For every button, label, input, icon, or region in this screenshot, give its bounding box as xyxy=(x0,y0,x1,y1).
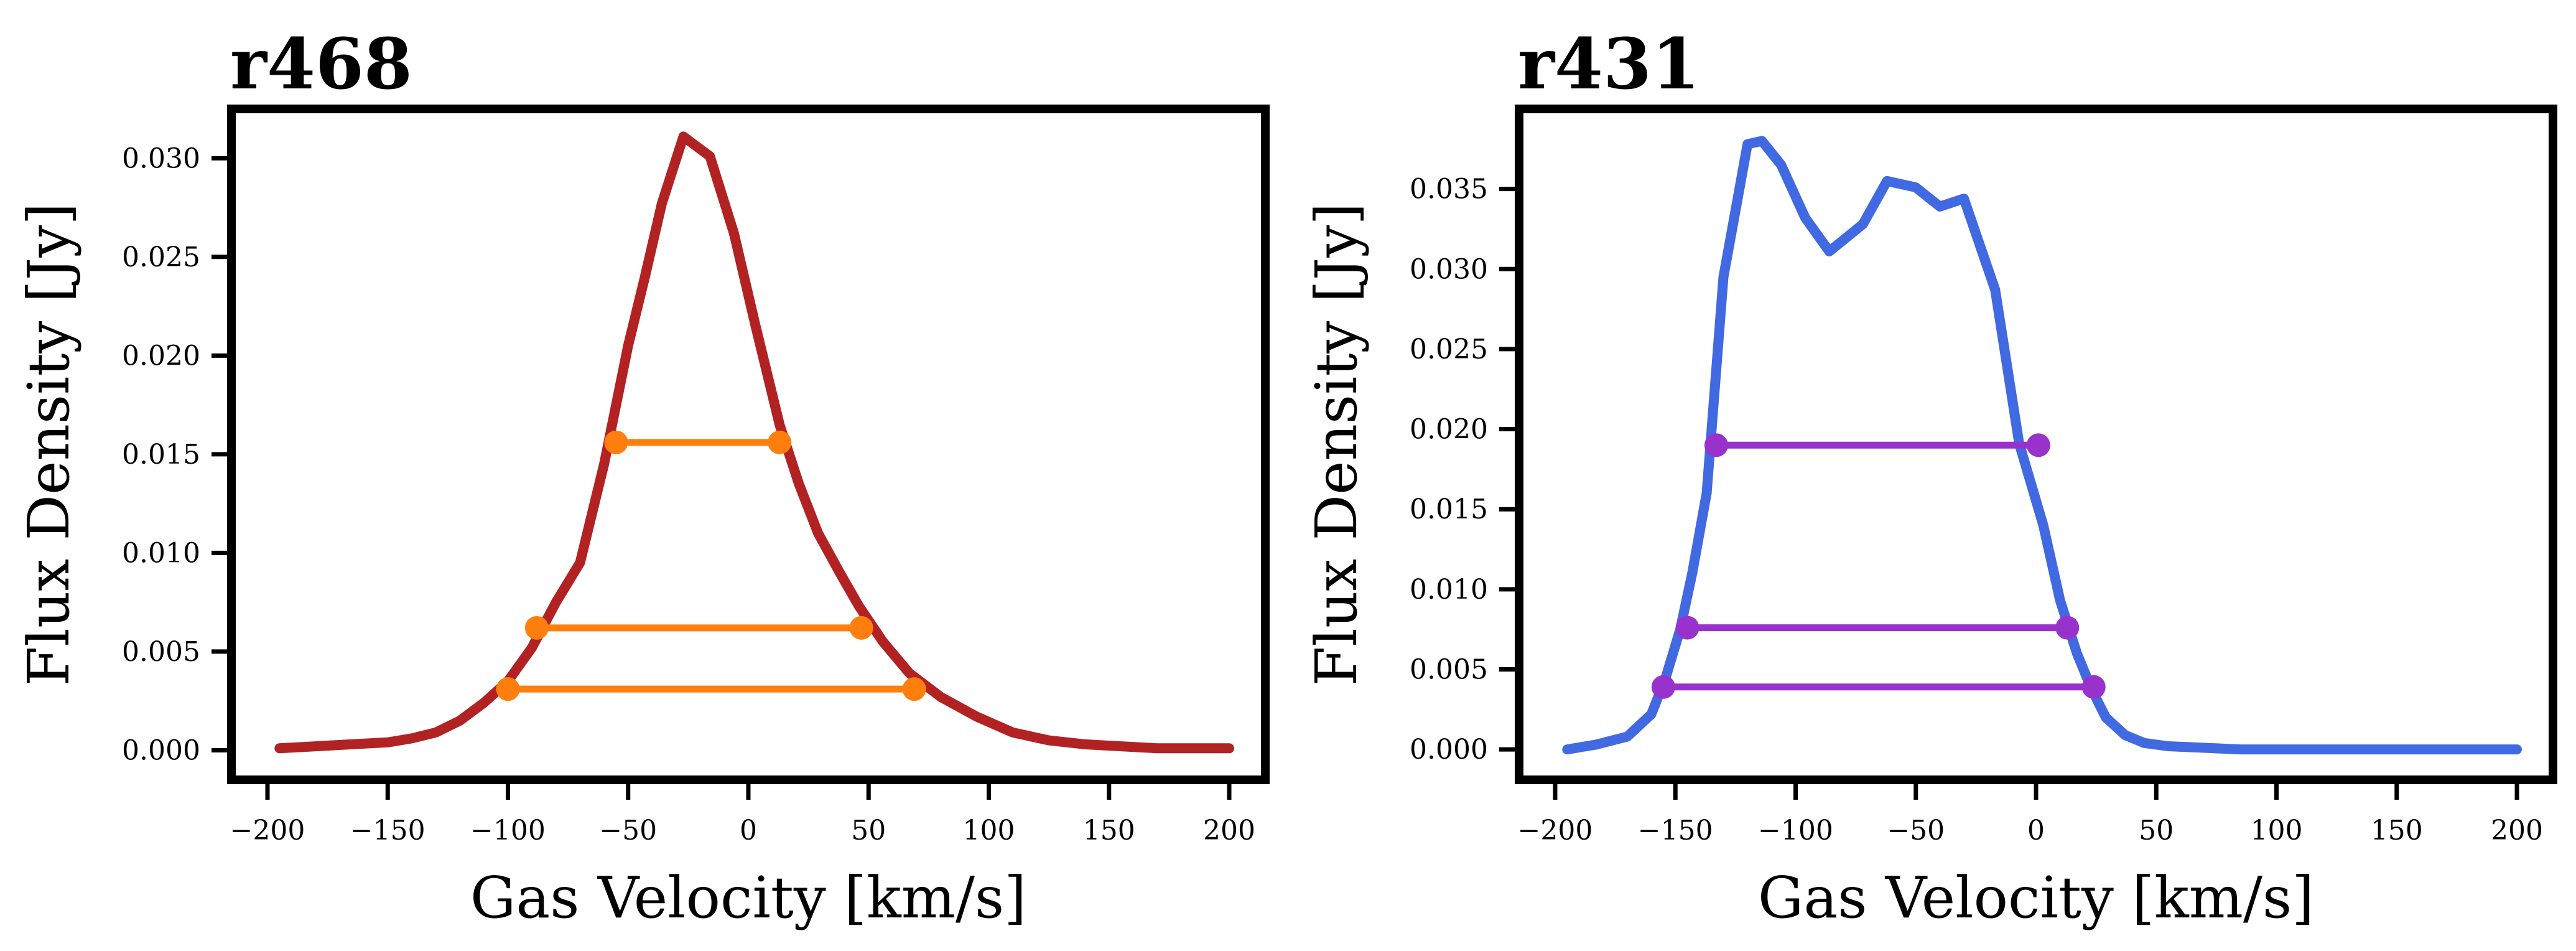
x-tick-label: 50 xyxy=(2139,815,2174,846)
width-marker xyxy=(902,677,926,701)
y-tick-label: 0.025 xyxy=(1410,334,1488,365)
x-axis-label: Gas Velocity [km/s] xyxy=(1758,864,2314,931)
width-marker xyxy=(1675,616,1700,640)
y-tick-label: 0.030 xyxy=(1410,253,1488,285)
plot-frame xyxy=(227,105,1270,784)
x-tick-label: 150 xyxy=(2371,815,2423,846)
width-marker xyxy=(1704,433,1728,457)
x-tick-label: −150 xyxy=(1638,815,1713,846)
width-marker xyxy=(1651,675,1675,699)
marks-layer xyxy=(1562,136,2522,755)
width-marker xyxy=(496,677,520,701)
y-tick-label: 0.015 xyxy=(1410,494,1488,525)
x-tick-label: −100 xyxy=(1758,815,1833,846)
y-tick-label: 0.020 xyxy=(122,340,200,372)
chart-title: r431 xyxy=(1518,24,1700,105)
x-tick-label: 150 xyxy=(1083,815,1135,846)
y-tick-label: 0.000 xyxy=(122,734,200,766)
y-tick-label: 0.025 xyxy=(122,241,200,273)
y-tick-label: 0.035 xyxy=(1410,174,1488,205)
x-tick-label: −150 xyxy=(350,815,425,846)
y-axis-label: Flux Density [Jy] xyxy=(16,203,82,686)
x-tick-label: 200 xyxy=(1203,815,1255,846)
chart-title: r468 xyxy=(230,24,412,105)
y-tick-label: 0.000 xyxy=(1410,734,1488,766)
y-tick-label: 0.020 xyxy=(1410,414,1488,446)
marks-layer xyxy=(274,131,1234,754)
width-marker xyxy=(2081,675,2106,699)
y-tick-label: 0.030 xyxy=(122,143,200,174)
x-tick-label: −200 xyxy=(230,815,305,846)
series-line xyxy=(1562,136,2522,755)
x-tick-label: −200 xyxy=(1518,815,1593,846)
y-tick-label: 0.010 xyxy=(1410,574,1488,606)
panel-r431: r431 −200 −150 −100 −50 0 50 100 150 200 0.000 0.0… xyxy=(1303,24,2557,931)
width-marker xyxy=(2055,616,2080,640)
plot-frame xyxy=(1515,105,2557,784)
x-tick-label: 100 xyxy=(2251,815,2303,846)
series-line xyxy=(274,131,1234,754)
width-marker xyxy=(768,430,792,454)
x-axis-label: Gas Velocity [km/s] xyxy=(470,864,1026,931)
width-marker xyxy=(849,616,873,640)
ticks-layer: −200 −150 −100 −50 0 50 100 150 200 0.000 0.005 0.0… xyxy=(122,143,1255,846)
x-tick-label: 0 xyxy=(740,815,757,846)
y-tick-label: 0.005 xyxy=(1410,654,1488,685)
x-tick-label: 0 xyxy=(2027,815,2045,846)
ticks-layer: −200 −150 −100 −50 0 50 100 150 200 0.000 0.005 0.0… xyxy=(1410,174,2543,846)
x-tick-label: 100 xyxy=(963,815,1015,846)
width-marker xyxy=(2026,433,2050,457)
x-tick-label: −50 xyxy=(1887,815,1945,846)
y-tick-label: 0.015 xyxy=(122,439,200,471)
x-tick-label: 50 xyxy=(851,815,886,846)
panel-r468: r468 −200 −150 −100 −50 0 50 100 150 200 0.000 0.0… xyxy=(16,24,1270,931)
y-tick-label: 0.005 xyxy=(122,636,200,668)
x-tick-label: −100 xyxy=(470,815,546,846)
x-tick-label: −50 xyxy=(599,815,657,846)
width-marker xyxy=(524,616,549,640)
y-axis-label: Flux Density [Jy] xyxy=(1303,203,1370,686)
x-tick-label: 200 xyxy=(2491,815,2543,846)
width-marker xyxy=(604,430,628,454)
y-tick-label: 0.010 xyxy=(122,537,200,569)
